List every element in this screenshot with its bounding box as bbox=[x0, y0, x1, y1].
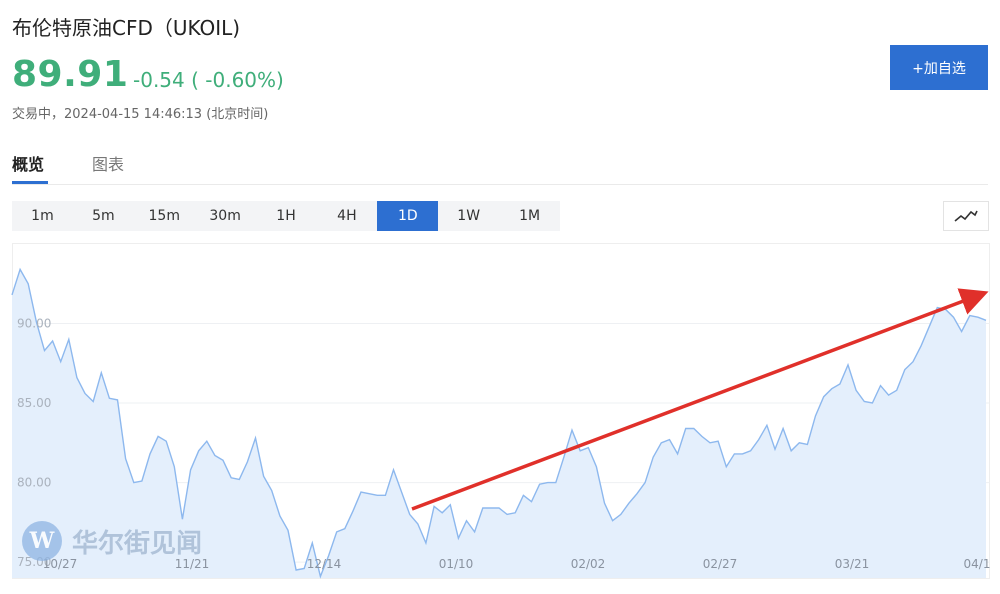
x-tick-label: 04/1 bbox=[964, 557, 991, 571]
price-area bbox=[12, 269, 986, 578]
x-tick-label: 12/14 bbox=[307, 557, 342, 571]
price-line bbox=[11, 267, 987, 579]
y-tick-label: 80.00 bbox=[17, 476, 51, 490]
trading-status: 交易中，2024-04-15 14:46:13 (北京时间) bbox=[12, 107, 269, 122]
watermark-text: 华尔街见闻 bbox=[72, 528, 203, 559]
x-tick-label: 01/10 bbox=[439, 557, 474, 571]
x-tick-label: 10/27 bbox=[43, 557, 78, 571]
trend-arrow bbox=[411, 288, 989, 511]
x-tick-label: 02/02 bbox=[571, 557, 606, 571]
x-tick-label: 11/21 bbox=[175, 557, 210, 571]
tab-overview[interactable]: 概览 bbox=[12, 155, 45, 174]
active-tab-indicator bbox=[12, 181, 48, 184]
interval-1mo[interactable]: 1M bbox=[519, 208, 541, 224]
x-tick-label: 03/21 bbox=[835, 557, 870, 571]
price-change: -0.54 ( -0.60%) bbox=[133, 68, 284, 92]
interval-1w[interactable]: 1W bbox=[457, 208, 481, 224]
x-tick-label: 02/27 bbox=[703, 557, 738, 571]
watermark: W 华尔街见闻 bbox=[22, 521, 202, 561]
last-price: 89.91 bbox=[12, 54, 129, 95]
y-tick-label: 85.00 bbox=[17, 396, 51, 410]
interval-4h[interactable]: 4H bbox=[337, 208, 357, 224]
tab-divider bbox=[12, 184, 988, 185]
interval-30m[interactable]: 30m bbox=[209, 208, 241, 224]
interval-selector: 1m 5m 15m 30m 1H 4H 1D 1W 1M bbox=[12, 201, 560, 231]
interval-1m[interactable]: 1m bbox=[31, 208, 54, 224]
line-chart-icon bbox=[954, 210, 978, 222]
add-to-watchlist-button[interactable]: +加自选 bbox=[890, 45, 988, 90]
interval-1h[interactable]: 1H bbox=[276, 208, 296, 224]
instrument-title: 布伦特原油CFD（UKOIL) bbox=[12, 16, 241, 40]
tab-chart[interactable]: 图表 bbox=[92, 155, 125, 174]
interval-15m[interactable]: 15m bbox=[148, 208, 180, 224]
wallstreetcn-logo-icon: W bbox=[22, 521, 62, 561]
chart-type-button[interactable] bbox=[943, 201, 989, 231]
interval-5m[interactable]: 5m bbox=[92, 208, 115, 224]
interval-1d[interactable]: 1D bbox=[377, 201, 439, 231]
y-tick-label: 90.00 bbox=[17, 317, 51, 331]
